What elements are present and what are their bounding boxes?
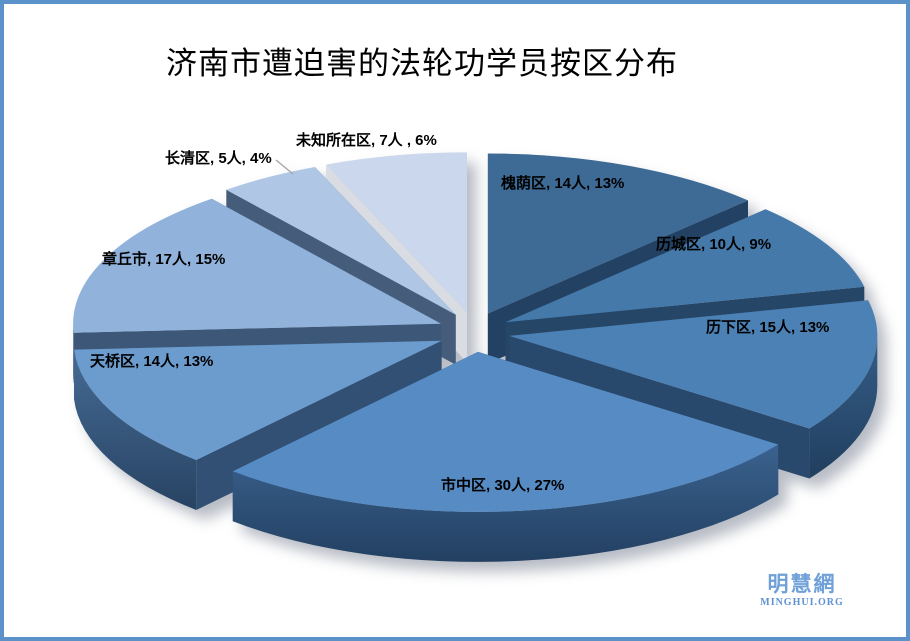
slice-zhangqiu-rim	[73, 323, 74, 383]
slice-lixia-top	[509, 300, 878, 429]
minghui-logo: 明慧網 MINGHUI.ORG	[742, 574, 862, 608]
chart-title: 济南市遭迫害的法轮功学员按区分布	[166, 46, 678, 81]
slice-licheng-top	[505, 209, 865, 323]
slice-huaiyin-top	[487, 153, 748, 314]
slice-zhangqiu-top	[73, 198, 442, 333]
minghui-logo-cjk: 明慧網	[767, 573, 837, 596]
slice-weizhi-top	[326, 152, 467, 313]
slice-tianqiao-rim	[74, 349, 197, 510]
slice-tianqiao-top	[74, 340, 442, 460]
slice-changqing-top	[226, 167, 456, 315]
slice-shizhong-rim	[232, 444, 779, 562]
slice-lixia-rim	[809, 335, 878, 479]
pie-chart-3d	[73, 152, 878, 562]
minghui-logo-latin: MINGHUI.ORG	[760, 597, 844, 608]
slice-shizhong-top	[232, 351, 779, 512]
leader-line-changqing	[275, 159, 294, 175]
